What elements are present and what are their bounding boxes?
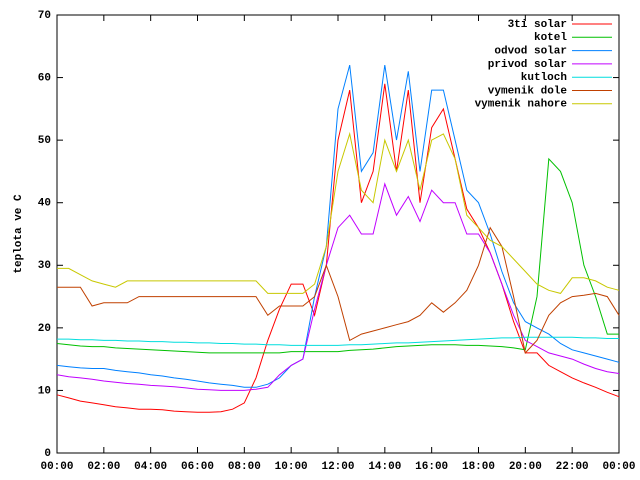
x-tick-label: 12:00 xyxy=(321,461,354,473)
y-tick-label: 0 xyxy=(44,448,51,460)
x-tick-label: 08:00 xyxy=(228,461,261,473)
legend-label: kotel xyxy=(534,32,567,44)
x-tick-label: 16:00 xyxy=(415,461,448,473)
series-line xyxy=(56,64,620,388)
x-tick-label: 22:00 xyxy=(556,461,589,473)
series-line xyxy=(57,131,620,294)
x-tick-label: 10:00 xyxy=(275,461,308,473)
series-line xyxy=(56,157,619,354)
x-tick-label: 00:00 xyxy=(40,461,73,473)
x-tick-label: 00:00 xyxy=(602,461,635,473)
series-line xyxy=(57,226,620,354)
legend-label: privod solar xyxy=(488,59,567,71)
series-line xyxy=(56,83,620,413)
y-tick-label: 60 xyxy=(38,72,51,84)
y-tick-label: 20 xyxy=(38,323,51,335)
y-tick-label: 40 xyxy=(38,198,51,210)
x-tick-label: 04:00 xyxy=(134,461,167,473)
y-axis-label: teplota ve C xyxy=(13,194,25,274)
series-line xyxy=(56,182,620,391)
legend-label: vymenik dole xyxy=(488,85,568,97)
x-tick-label: 06:00 xyxy=(181,461,214,473)
x-tick-label: 14:00 xyxy=(368,461,401,473)
legend-label: kutloch xyxy=(521,72,567,84)
y-tick-label: 30 xyxy=(38,260,51,272)
legend-label: vymenik nahore xyxy=(475,99,568,111)
x-tick-label: 20:00 xyxy=(509,461,542,473)
y-tick-label: 50 xyxy=(38,135,51,147)
series-line xyxy=(57,336,619,346)
legend-label: odvod solar xyxy=(494,46,567,58)
legend-label: 3ti solar xyxy=(508,19,567,31)
y-tick-label: 10 xyxy=(38,385,51,397)
x-tick-label: 02:00 xyxy=(87,461,120,473)
x-tick-label: 18:00 xyxy=(462,461,495,473)
y-tick-label: 70 xyxy=(38,10,51,22)
